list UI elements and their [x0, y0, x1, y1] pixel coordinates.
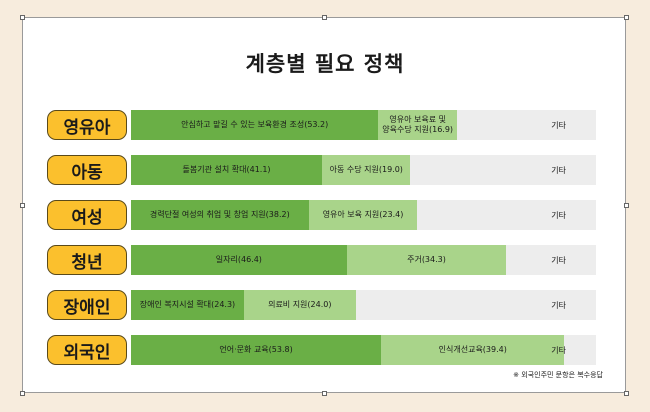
bar-track: 안심하고 맡길 수 있는 보육환경 조성(53.2) 영유아 보육료 및 양육수당…	[131, 110, 596, 140]
bar-row: 아동 돌봄기관 설치 확대(41.1) 아동 수당 지원(19.0) 기타	[23, 155, 627, 185]
bar-row: 영유아 안심하고 맡길 수 있는 보육환경 조성(53.2) 영유아 보육료 및 양…	[23, 110, 627, 140]
bar-segment-secondary: 아동 수당 지원(19.0)	[322, 155, 411, 185]
resize-handle-middle-right[interactable]	[624, 203, 629, 208]
bar-segment-primary: 일자리(46.4)	[131, 245, 347, 275]
other-label: 기타	[551, 210, 566, 220]
bar-track: 장애인 복지시설 확대(24.3) 의료비 지원(24.0) 기타	[131, 290, 596, 320]
resize-handle-middle-left[interactable]	[20, 203, 25, 208]
bar-row: 청년 일자리(46.4) 주거(34.3) 기타	[23, 245, 627, 275]
resize-handle-top-left[interactable]	[20, 15, 25, 20]
bar-row: 외국인 언어·문화 교육(53.8) 인식개선교육(39.4) 기타	[23, 335, 627, 365]
resize-handle-bottom-left[interactable]	[20, 391, 25, 396]
bar-segment-primary: 돌봄기관 설치 확대(41.1)	[131, 155, 323, 185]
other-label: 기타	[551, 255, 566, 265]
other-label: 기타	[551, 345, 566, 355]
bar-segment-secondary: 영유아 보육료 및 양육수당 지원(16.9)	[378, 110, 457, 140]
category-label: 장애인	[47, 290, 127, 320]
bar-track: 언어·문화 교육(53.8) 인식개선교육(39.4) 기타	[131, 335, 596, 365]
bar-segment-secondary: 인식개선교육(39.4)	[381, 335, 565, 365]
bar-row: 여성 경력단절 여성의 취업 및 창업 지원(38.2) 영유아 보육 지원(23.…	[23, 200, 627, 230]
chart-note: ※ 외국인주민 문항은 복수응답	[513, 371, 603, 379]
category-label: 아동	[47, 155, 127, 185]
category-label: 청년	[47, 245, 127, 275]
bar-track: 경력단절 여성의 취업 및 창업 지원(38.2) 영유아 보육 지원(23.4)…	[131, 200, 596, 230]
other-label: 기타	[551, 165, 566, 175]
bar-segment-secondary: 영유아 보육 지원(23.4)	[308, 200, 418, 230]
bar-segment-primary: 언어·문화 교육(53.8)	[131, 335, 382, 365]
resize-handle-top-middle[interactable]	[322, 15, 327, 20]
bar-row: 장애인 장애인 복지시설 확대(24.3) 의료비 지원(24.0) 기타	[23, 290, 627, 320]
category-label: 영유아	[47, 110, 127, 140]
bar-segment-primary: 경력단절 여성의 취업 및 창업 지원(38.2)	[131, 200, 309, 230]
resize-handle-top-right[interactable]	[624, 15, 629, 20]
category-label: 여성	[47, 200, 127, 230]
other-label: 기타	[551, 300, 566, 310]
bar-segment-secondary: 의료비 지원(24.0)	[243, 290, 356, 320]
bar-segment-primary: 안심하고 맡길 수 있는 보육환경 조성(53.2)	[131, 110, 379, 140]
category-label: 외국인	[47, 335, 127, 365]
resize-handle-bottom-middle[interactable]	[322, 391, 327, 396]
chart-frame: 계층별 필요 정책 영유아 안심하고 맡길 수 있는 보육환경 조성(53.2) 영…	[22, 17, 626, 393]
resize-handle-bottom-right[interactable]	[624, 391, 629, 396]
bar-track: 일자리(46.4) 주거(34.3) 기타	[131, 245, 596, 275]
bar-segment-secondary: 주거(34.3)	[346, 245, 507, 275]
other-label: 기타	[551, 120, 566, 130]
chart-title: 계층별 필요 정책	[245, 52, 405, 76]
bar-track: 돌봄기관 설치 확대(41.1) 아동 수당 지원(19.0) 기타	[131, 155, 596, 185]
bar-segment-primary: 장애인 복지시설 확대(24.3)	[131, 290, 244, 320]
